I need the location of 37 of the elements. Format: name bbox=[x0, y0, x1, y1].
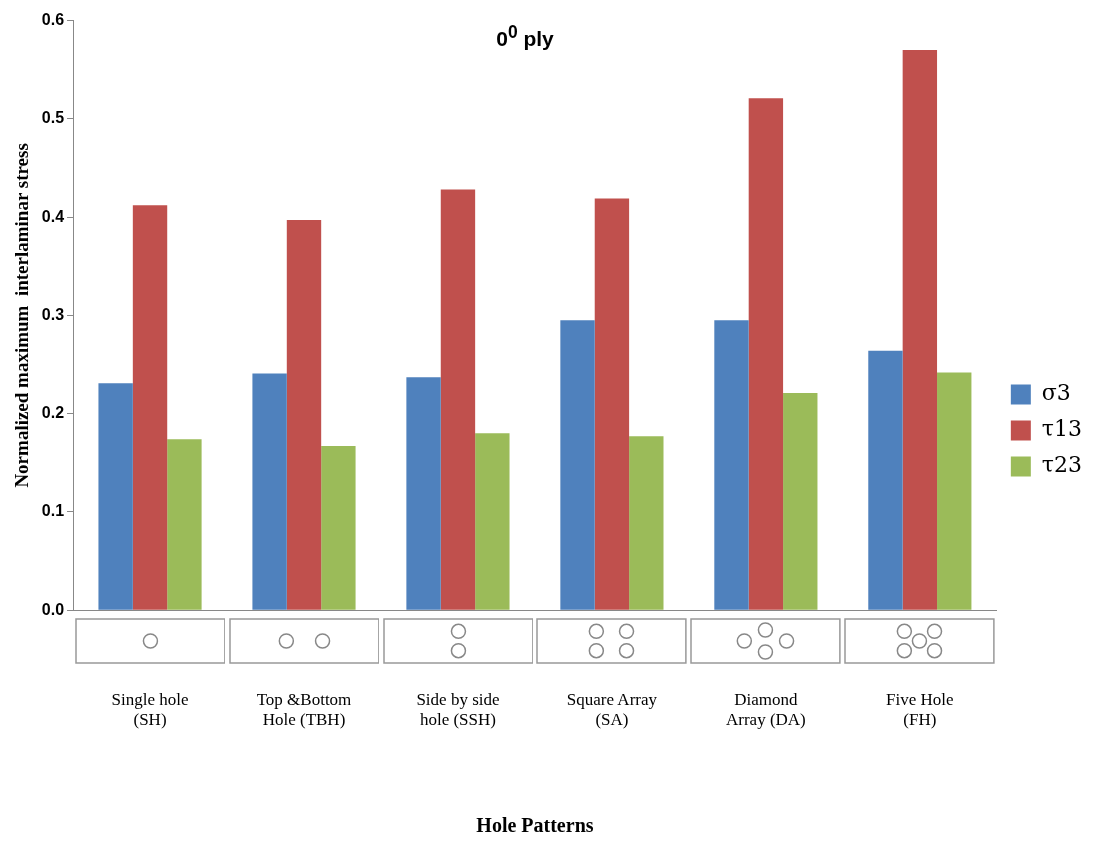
bar bbox=[98, 383, 133, 610]
bar bbox=[167, 439, 202, 610]
x-tick-label: Side by side hole (SSH) bbox=[416, 689, 500, 730]
y-tick-label: 0.5 bbox=[41, 109, 65, 127]
bar bbox=[783, 393, 818, 610]
x-tick-label: Top &Bottom Hole (TBH) bbox=[256, 689, 352, 730]
bar bbox=[902, 50, 938, 610]
y-tick-label: 0.3 bbox=[41, 305, 65, 323]
x-tick-label: Single hole (SH) bbox=[111, 689, 189, 730]
bar bbox=[868, 350, 903, 610]
bar bbox=[321, 446, 356, 610]
bar bbox=[252, 373, 287, 610]
x-tick-label: Square Array (SA) bbox=[566, 689, 658, 730]
bar bbox=[560, 320, 595, 610]
bar bbox=[132, 205, 168, 610]
bar bbox=[937, 372, 972, 610]
legend-label: τ23 bbox=[1041, 452, 1083, 478]
chart-title: 0$^{0}$ ply bbox=[496, 22, 554, 50]
bar bbox=[286, 220, 322, 610]
y-tick-label: 0.6 bbox=[41, 11, 65, 29]
bar bbox=[629, 436, 664, 610]
y-tick-label: 0.4 bbox=[41, 207, 65, 225]
bar bbox=[714, 320, 749, 610]
y-tick-label: 0.0 bbox=[41, 600, 65, 618]
bar bbox=[594, 198, 630, 610]
bar bbox=[748, 98, 784, 610]
y-axis-title: Normalized maximum interlaminar stress bbox=[11, 143, 33, 488]
legend-label: τ13 bbox=[1041, 416, 1083, 442]
x-tick-label: Diamond Array (DA) bbox=[726, 689, 806, 730]
x-tick-label: Five Hole (FH) bbox=[886, 689, 954, 730]
x-axis-title: Hole Patterns bbox=[476, 814, 594, 837]
bar bbox=[475, 433, 510, 610]
legend-label: σ3 bbox=[1041, 380, 1071, 406]
y-tick-label: 0.1 bbox=[41, 502, 65, 520]
y-tick-label: 0.2 bbox=[41, 404, 65, 422]
bar bbox=[440, 189, 476, 610]
bar bbox=[406, 377, 441, 610]
